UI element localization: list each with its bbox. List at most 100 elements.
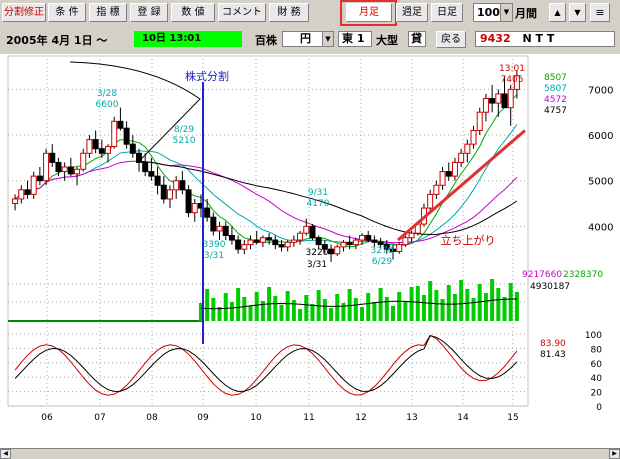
price-tick-label: 6000	[588, 131, 613, 142]
candle-body	[86, 139, 93, 154]
weekly-button[interactable]: 週足	[396, 3, 428, 22]
candle-body	[315, 237, 322, 246]
monthly-button[interactable]: 月足	[346, 3, 392, 22]
price-tick-label: 7000	[588, 85, 613, 96]
candle-body	[290, 239, 297, 243]
volume-bar	[397, 292, 402, 321]
peak2-date-label: 8/29	[174, 125, 194, 135]
year-tick-label: 07	[94, 413, 105, 423]
osc-tick-label: 80	[591, 345, 603, 355]
scroll-right-icon[interactable]: ▶	[609, 449, 620, 459]
candle-body	[470, 129, 477, 145]
candle-body	[18, 189, 25, 200]
volume-bar	[372, 302, 377, 321]
volume-bar	[198, 303, 203, 321]
candle-body	[12, 198, 19, 205]
candle-body	[136, 152, 142, 163]
candle-body	[328, 248, 335, 255]
volume-bar	[322, 299, 327, 321]
candle-body	[321, 244, 328, 250]
candle-body	[489, 98, 496, 104]
candle-body	[383, 244, 390, 250]
candle-body	[377, 241, 384, 246]
candle-body	[458, 152, 465, 163]
volume-bar	[465, 289, 470, 321]
volume-bar	[298, 309, 303, 321]
candle-body	[445, 171, 452, 177]
volume-bar	[459, 280, 464, 321]
stock-name: N T T	[522, 32, 555, 45]
menu-icon: ≡	[595, 6, 605, 19]
volume-bar	[391, 306, 395, 321]
candle-body	[61, 166, 68, 173]
current-time-label: 13:01	[499, 64, 525, 74]
price-tick-label: 4000	[588, 222, 613, 233]
count-select[interactable]: 100 ▼	[473, 3, 513, 22]
candle-body	[303, 225, 310, 234]
year-tick-label: 08	[146, 413, 158, 423]
up-arrow-button[interactable]: ▲	[549, 3, 566, 22]
horizontal-scrollbar[interactable]: ◀ ▶	[0, 448, 620, 459]
split-fix-button[interactable]: 分割修正	[2, 3, 46, 22]
volume-label: 2328370	[563, 270, 603, 280]
volume-bar	[415, 286, 420, 321]
candle-body	[433, 184, 440, 195]
candle-body	[247, 239, 254, 246]
volume-bar	[304, 295, 309, 321]
volume-bar	[273, 296, 278, 321]
market-field: 東 1	[338, 31, 372, 47]
candle-body	[55, 161, 62, 173]
volume-bars	[8, 279, 519, 322]
scroll-left-icon[interactable]: ◀	[0, 449, 11, 459]
candle-body	[371, 239, 378, 243]
daily-button[interactable]: 日足	[431, 3, 463, 22]
volume-ma-line	[200, 298, 517, 310]
values-button[interactable]: 数 値	[171, 3, 215, 22]
back-button[interactable]: 戻る	[436, 31, 466, 48]
currency-select[interactable]: 円 ▼	[282, 31, 334, 47]
year-tick-label: 11	[303, 413, 314, 423]
candle-body	[284, 241, 291, 248]
comment-button[interactable]: コメント	[218, 3, 266, 22]
financial-button[interactable]: 財 務	[269, 3, 309, 22]
osc-tick-label: 60	[591, 360, 603, 370]
ma-legend-value: 5807	[544, 84, 567, 94]
osc-slow-line	[14, 335, 518, 392]
volume-bar	[341, 303, 346, 321]
osc-tick-label: 20	[591, 389, 603, 399]
candle-body	[210, 216, 217, 232]
year-tick-label: 06	[41, 413, 53, 423]
register-button[interactable]: 登 録	[130, 3, 168, 22]
volume-bar	[440, 299, 445, 321]
start-date: 2005年 4月 1日 〜	[6, 34, 108, 47]
down-arrow-button[interactable]: ▼	[569, 3, 586, 22]
current-price-label: 7405	[501, 75, 524, 85]
candle-body	[80, 152, 87, 170]
stock-chart[interactable]: 7000 6000 5000 4000 100 80 60 40 20 0 06 07 08 09 10 11…	[0, 54, 620, 449]
period-label: 月間	[515, 7, 537, 20]
candle-body	[129, 143, 136, 154]
indicator-button[interactable]: 指 標	[89, 3, 127, 22]
unit-label: 百株	[255, 34, 277, 47]
chevron-down-icon: ▼	[322, 32, 333, 46]
ma-legend-value: 4572	[544, 95, 567, 105]
rise-label: 立ち上がり	[441, 233, 496, 247]
peak2-value-label: 5210	[173, 136, 196, 146]
conditions-button[interactable]: 条 件	[48, 3, 86, 22]
year-tick-label: 15	[507, 413, 518, 423]
volume-bar	[260, 301, 265, 321]
candle-body	[49, 152, 56, 163]
menu-button[interactable]: ≡	[590, 3, 610, 22]
peak1-date-label: 3/28	[97, 89, 117, 99]
candle-body	[272, 239, 279, 246]
candle-body	[117, 120, 124, 129]
candle-body	[67, 166, 74, 175]
candle-body	[334, 246, 341, 255]
volume-bar	[477, 284, 482, 321]
candle-body	[142, 161, 149, 173]
size-label: 大型	[376, 34, 398, 47]
candle-body	[24, 189, 31, 195]
stock-code-field[interactable]: 9432 N T T	[475, 31, 615, 47]
volume-bar	[229, 302, 234, 321]
chart-area[interactable]: 7000 6000 5000 4000 100 80 60 40 20 0 06 07 08 09 10 11…	[0, 54, 620, 449]
